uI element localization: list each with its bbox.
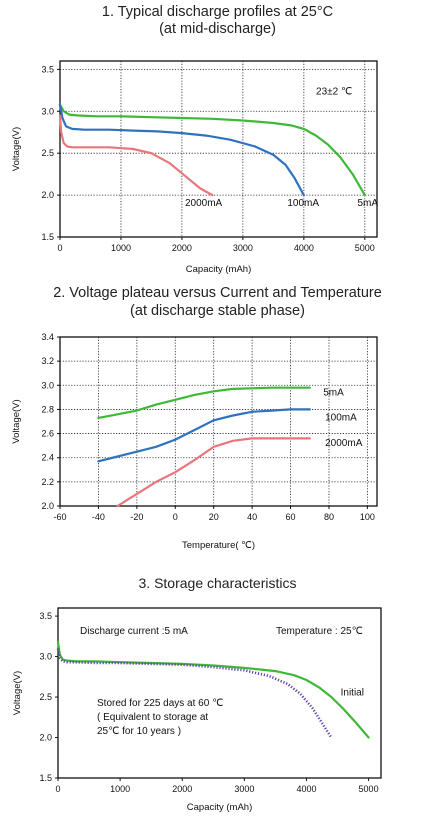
x-tick-label: -60 [53, 512, 66, 522]
x-tick-label: 100 [360, 512, 375, 522]
series-line-2000ma [58, 114, 214, 197]
y-tick-label: 3.0 [39, 652, 52, 662]
x-tick-label: 2000 [172, 243, 192, 253]
series-line-5ma [97, 386, 311, 420]
y-tick-label: 3.0 [41, 380, 54, 390]
y-tick-label: 3.5 [41, 64, 54, 74]
x-tick-label: 3000 [233, 243, 253, 253]
series-line-stored [56, 648, 333, 739]
chart3-discharge-current-annotation: Discharge current :5 mA [80, 626, 188, 637]
x-tick-label: 80 [324, 512, 334, 522]
x-tick-label: 5000 [355, 243, 375, 253]
x-tick-label: 4000 [294, 243, 314, 253]
y-tick-label: 2.5 [39, 692, 52, 702]
plot-frame [59, 60, 378, 238]
series-line-2000ma [116, 437, 311, 508]
plot-frame [57, 607, 382, 779]
y-axis-label: Voltage(V) [12, 671, 23, 715]
series-label-2000ma: 2000mA [185, 198, 223, 209]
x-axis-label: Capacity (mAh) [186, 264, 251, 275]
y-tick-label: 2.2 [41, 477, 54, 487]
y-tick-label: 1.5 [39, 773, 52, 783]
chart3-storage-note-line: ( Equivalent to storage at [97, 712, 208, 723]
series-line-initial [56, 640, 370, 739]
series-label-5ma: 5mA [357, 198, 378, 209]
chart2-title-line1: 2. Voltage plateau versus Current and Te… [53, 285, 382, 301]
chart2-voltage-plateau: -60 -40 -20 0 20 40 60 80 100 2.0 2.2 2.4 2.6 2.8 3.0 3… [11, 332, 378, 551]
x-tick-label: 4000 [296, 784, 316, 794]
x-tick-label: 5000 [359, 784, 379, 794]
y-tick-label: 2.0 [41, 501, 54, 511]
y-tick-label: 3.4 [41, 332, 54, 342]
x-axis-label: Temperature( ℃) [182, 540, 255, 551]
y-tick-label: 2.0 [39, 733, 52, 743]
y-axis-label: Voltage(V) [11, 399, 22, 443]
x-tick-label: 1000 [110, 784, 130, 794]
series-label-2000ma: 2000mA [325, 438, 363, 449]
chart3-temperature-annotation: Temperature : 25℃ [276, 626, 363, 637]
x-axis-label: Capacity (mAh) [187, 802, 252, 813]
series-line-5ma [58, 103, 366, 197]
x-tick-label: 0 [173, 512, 178, 522]
x-tick-label: 2000 [172, 784, 192, 794]
y-tick-label: 1.5 [41, 232, 54, 242]
x-tick-label: 40 [247, 512, 257, 522]
y-tick-label: 2.6 [41, 429, 54, 439]
plot-frame [59, 336, 378, 507]
series-label-5ma: 5mA [323, 387, 344, 398]
y-tick-label: 3.0 [41, 106, 54, 116]
x-tick-label: 0 [57, 243, 62, 253]
y-tick-label: 3.2 [41, 356, 54, 366]
chart3-title: 3. Storage characteristics [138, 575, 297, 591]
y-tick-label: 2.4 [41, 453, 54, 463]
chart1-temperature-annotation: 23±2 ℃ [316, 87, 352, 98]
y-axis-label: Voltage(V) [11, 127, 22, 171]
series-line-100ma [58, 103, 305, 197]
chart3-storage-characteristics: 0 1000 2000 3000 4000 5000 1.5 2.0 2.5 3.0 3.5 Capa… [12, 607, 382, 813]
x-tick-label: 1000 [111, 243, 131, 253]
series-label-100ma: 100mA [325, 413, 357, 424]
chart3-storage-note-line: Stored for 225 days at 60 ℃ [97, 698, 223, 709]
x-tick-label: 0 [55, 784, 60, 794]
x-tick-label: 3000 [234, 784, 254, 794]
series-label-initial: Initial [341, 687, 364, 698]
chart3-storage-note-line: 25℃ for 10 years ) [97, 726, 181, 737]
series-line-100ma [97, 408, 311, 463]
series-label-100ma: 100mA [287, 198, 319, 209]
x-tick-label: -20 [130, 512, 143, 522]
chart2-title-line2: (at discharge stable phase) [130, 303, 305, 319]
y-tick-label: 2.5 [41, 148, 54, 158]
chart1-discharge-profiles: 0 1000 2000 3000 4000 5000 1.5 2.0 2.5 3.0 3.5 Capa… [11, 60, 378, 275]
x-tick-label: -40 [92, 512, 105, 522]
y-tick-label: 2.8 [41, 404, 54, 414]
chart1-title-line2: (at mid-discharge) [159, 21, 276, 37]
x-tick-label: 60 [286, 512, 296, 522]
x-tick-label: 20 [209, 512, 219, 522]
chart1-title-line1: 1. Typical discharge profiles at 25°C [101, 4, 334, 20]
y-tick-label: 2.0 [41, 190, 54, 200]
y-tick-label: 3.5 [39, 611, 52, 621]
